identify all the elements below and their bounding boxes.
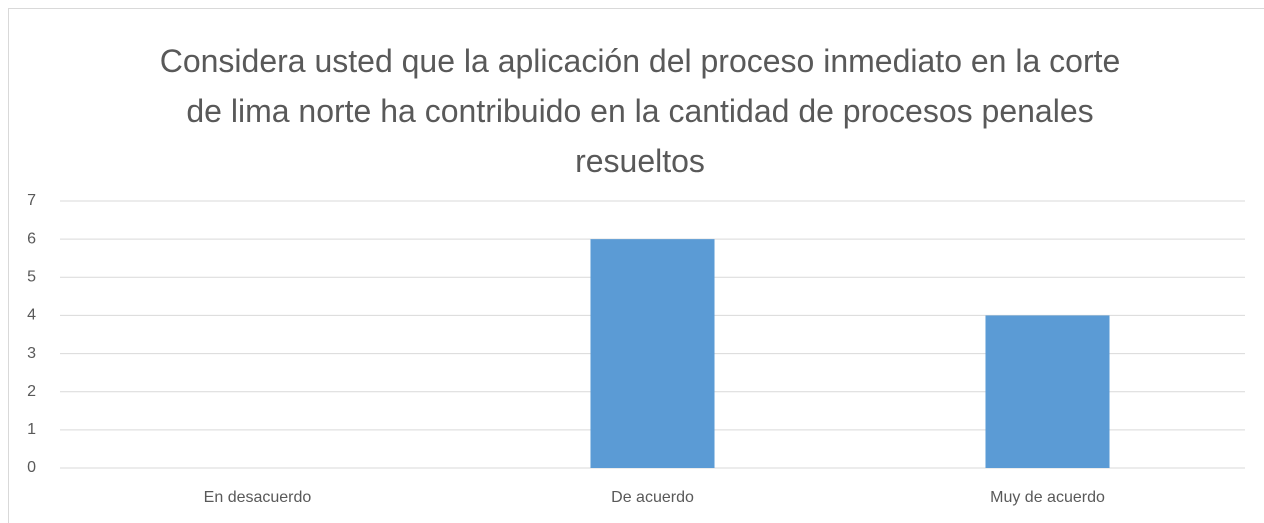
x-tick-label: En desacuerdo (204, 489, 312, 506)
y-tick-label: 7 (27, 192, 36, 209)
chart-border (8, 8, 1264, 523)
y-tick-label: 5 (27, 269, 36, 286)
chart-title: Considera usted que la aplicación del pr… (159, 43, 1121, 179)
y-tick-label: 6 (27, 230, 36, 247)
y-tick-label: 3 (27, 345, 36, 362)
bar (985, 315, 1110, 468)
x-tick-label: De acuerdo (611, 489, 694, 506)
y-tick-label: 1 (27, 421, 36, 438)
x-tick-label: Muy de acuerdo (990, 489, 1105, 506)
y-tick-label: 2 (27, 383, 36, 400)
y-tick-label: 0 (27, 459, 36, 476)
y-tick-label: 4 (27, 307, 36, 324)
bar (590, 239, 715, 468)
